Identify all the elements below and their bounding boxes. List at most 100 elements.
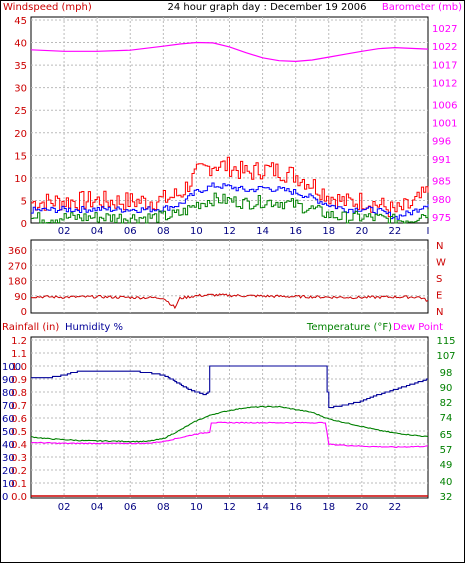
x-tick-label: 04 [91,226,104,237]
barometer-tick-label: 1022 [432,42,457,53]
rainfall-tick-label: 0.5 [11,427,27,438]
x-tick-label: I [427,226,430,237]
compass-letter: W [436,258,446,269]
barometer-tick-label: 1012 [432,79,457,90]
humidity-tick-label: 20 [2,466,15,477]
x-tick-label: 06 [124,226,137,237]
direction-tick-label: 360 [8,246,27,257]
wind-barometer-panel: 0 5 10 15 20 25 30 35 40 45 975 980 985 991 996 1001 10… [14,16,457,230]
humidity-tick-label: 60 [2,414,15,425]
humidity-tick-label: 10 [2,479,15,490]
windspeed-tick-label: 20 [14,129,27,140]
rainfall-tick-label: 0.3 [11,453,27,464]
temperature-tick-label: 82 [440,398,453,409]
series-wind-direction [30,293,429,310]
rain-humidity-temperature-panel: 0.00.10.20.30.40.50.60.70.80.91.01.11.2 … [2,336,456,503]
humidity-tick-label: 70 [2,401,15,412]
temperature-tick-label: 49 [440,460,453,471]
windspeed-tick-label: 30 [14,84,27,95]
direction-tick-label: 270 [8,261,27,272]
windspeed-tick-label: 15 [14,151,27,162]
humidity-tick-label: 40 [2,440,15,451]
windspeed-tick-label: 25 [14,106,27,117]
barometer-tick-label: 996 [432,137,451,148]
barometer-tick-label: 1027 [432,24,457,35]
x-tick-label: 02 [58,226,71,237]
compass-letter: N [436,307,443,318]
temperature-axis-label: Temperature (°F) [306,322,392,333]
rainfall-tick-label: 1.1 [11,349,27,360]
x-tick-label: 12 [223,502,236,513]
x-tick-label: 04 [91,502,104,513]
barometer-tick-label: 1001 [432,119,457,130]
series-dew-point [30,421,429,448]
x-tick-label: 18 [322,502,335,513]
x-axis-bottom: 02 04 06 08 10 12 14 16 18 20 22 [58,502,402,513]
compass-letter: S [436,274,442,285]
windspeed-tick-label: 45 [14,16,27,27]
x-tick-label: 08 [157,502,170,513]
windspeed-tick-label: 0 [21,219,27,230]
direction-tick-label: 180 [8,277,27,288]
x-tick-label: 10 [190,226,203,237]
temperature-tick-label: 107 [436,351,455,362]
x-tick-label: 16 [289,502,302,513]
humidity-tick-label: 100 [2,362,21,373]
rainfall-tick-label: 0.2 [11,466,27,477]
temperature-tick-label: 74 [440,413,453,424]
temperature-tick-label: 32 [440,492,453,503]
series-gust [31,156,429,218]
rainfall-tick-label: 0.1 [11,479,27,490]
x-tick-label: 06 [124,502,137,513]
rainfall-tick-label: 1.0 [11,362,27,373]
series-barometer [30,41,429,63]
humidity-tick-label: 50 [2,427,15,438]
humidity-tick-label: 80 [2,388,15,399]
temperature-tick-label: 98 [440,368,453,379]
temperature-tick-label: 40 [440,477,453,488]
temperature-tick-label: 57 [440,445,453,456]
windspeed-tick-label: 10 [14,174,27,185]
humidity-tick-label: 0 [2,492,8,503]
x-axis-top: 02 04 06 08 10 12 14 16 18 20 22 I [58,226,430,237]
rainfall-tick-label: 0.8 [11,388,27,399]
temperature-tick-label: 90 [440,383,453,394]
x-tick-label: 20 [355,502,368,513]
barometer-tick-label: 985 [432,177,451,188]
x-tick-label: 12 [223,226,236,237]
temperature-tick-label: 115 [436,336,455,347]
x-tick-label: 22 [389,502,402,513]
direction-tick-label: 0 [21,307,27,318]
rainfall-tick-label: 0.7 [11,401,27,412]
x-tick-label: 14 [256,502,269,513]
compass-letter: E [436,291,442,302]
series-wind-avg [31,182,429,220]
x-tick-label: 16 [289,226,302,237]
direction-tick-label: 90 [14,292,27,303]
rainfall-tick-label: 1.2 [11,336,27,347]
barometer-tick-label: 980 [432,195,451,206]
windspeed-tick-label: 40 [14,39,27,50]
x-tick-label: 08 [157,226,170,237]
rainfall-tick-label: 0.9 [11,375,27,386]
windspeed-tick-label: 5 [21,196,27,207]
x-tick-label: 02 [58,502,71,513]
rainfall-tick-label: 0.4 [11,440,27,451]
barometer-axis-label: Barometer (mb) [382,2,462,13]
x-tick-label: 22 [389,226,402,237]
series-humidity [31,365,428,409]
x-tick-label: 20 [355,226,368,237]
x-tick-label: 18 [322,226,335,237]
barometer-tick-label: 975 [432,213,451,224]
rainfall-axis-label: Rainfall (in) [2,322,59,333]
windspeed-tick-label: 35 [14,61,27,72]
dewpoint-axis-label: Dew Point [393,322,443,333]
humidity-tick-label: 30 [2,453,15,464]
series-wind-min [31,192,429,224]
windspeed-axis-label: Windspeed (mph) [3,2,92,13]
barometer-tick-label: 1017 [432,60,457,71]
rainfall-tick-label: 0.0 [11,492,27,503]
series-temperature [30,405,429,443]
